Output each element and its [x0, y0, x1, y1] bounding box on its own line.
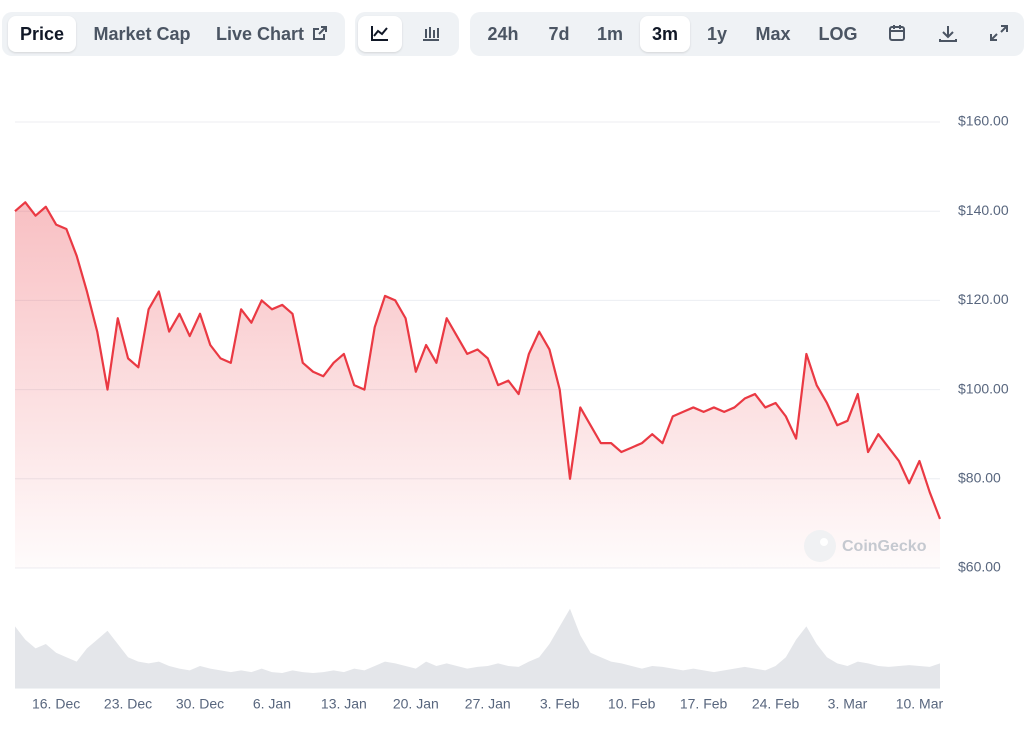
y-tick-label: $60.00	[958, 559, 1001, 575]
candle-icon[interactable]	[421, 24, 441, 42]
x-tick-label: 6. Jan	[253, 696, 291, 712]
line-icon	[371, 26, 388, 41]
y-tick-label: $80.00	[958, 470, 1001, 486]
line-view[interactable]	[358, 16, 402, 52]
x-tick-label: 23. Dec	[104, 696, 152, 712]
range[interactable]: 24h	[487, 24, 519, 44]
range[interactable]: 7d	[548, 24, 570, 44]
x-tick-label: 30. Dec	[176, 696, 224, 712]
watermark: CoinGecko	[804, 530, 927, 562]
range[interactable]: Max	[755, 24, 791, 44]
volume-area	[15, 608, 940, 688]
x-tick-label: 27. Jan	[465, 696, 511, 712]
x-tick-label: 10. Mar	[896, 696, 944, 712]
x-tick-label: 17. Feb	[680, 696, 728, 712]
watermark-text: CoinGecko	[842, 538, 927, 555]
price-line	[14, 201, 942, 520]
y-tick-label: $140.00	[958, 202, 1009, 218]
range[interactable]: 1y	[706, 24, 728, 44]
x-tick-label: 16. Dec	[32, 696, 80, 712]
y-tick-label: $120.00	[958, 291, 1009, 307]
tab[interactable]: Live Chart	[215, 24, 305, 44]
x-tick-label: 3. Mar	[828, 696, 868, 712]
range[interactable]: LOG	[818, 24, 858, 44]
x-tick-label: 20. Jan	[393, 696, 439, 712]
x-tick-label: 10. Feb	[608, 696, 656, 712]
x-tick-label: 13. Jan	[321, 696, 367, 712]
tab[interactable]: Market Cap	[93, 24, 191, 44]
range[interactable]: 3m	[640, 16, 690, 52]
y-tick-label: $160.00	[958, 113, 1009, 129]
price-area	[15, 202, 940, 568]
download-icon[interactable]	[938, 24, 958, 42]
range-group	[470, 12, 1024, 56]
tab[interactable]: Price	[8, 16, 76, 52]
calendar-icon[interactable]	[888, 24, 906, 42]
x-tick-label: 24. Feb	[752, 696, 800, 712]
fullscreen-icon[interactable]	[989, 24, 1009, 42]
y-tick-label: $100.00	[958, 380, 1009, 396]
range[interactable]: 1m	[596, 24, 623, 44]
x-tick-label: 3. Feb	[540, 696, 580, 712]
external-icon	[313, 26, 327, 40]
